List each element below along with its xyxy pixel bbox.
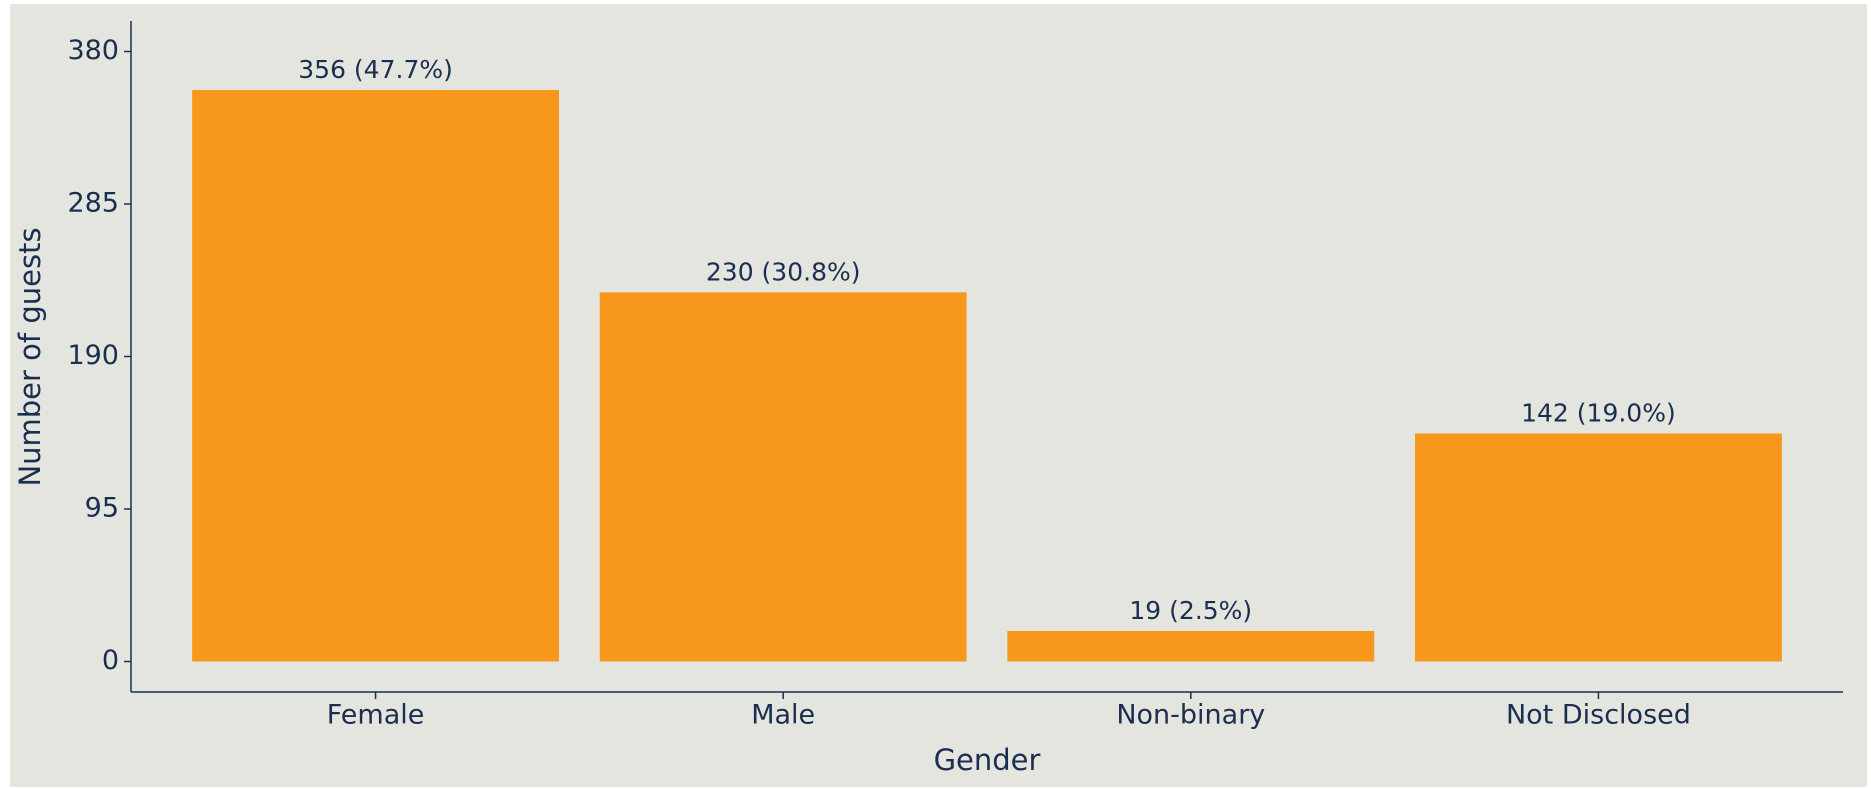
bar [1415,433,1782,662]
y-tick-label: 190 [67,340,119,371]
y-tick-label: 0 [102,645,119,676]
value-label: 142 (19.0%) [1521,399,1676,428]
y-tick-label: 285 [67,188,119,219]
bar [192,90,559,662]
x-tick-label: Not Disclosed [1506,700,1691,731]
x-axis-title: Gender [934,743,1041,777]
bar [599,292,967,662]
x-tick-label: Male [751,700,815,731]
value-label: 19 (2.5%) [1129,596,1252,625]
x-tick-label: Non-binary [1116,700,1265,731]
bar [1007,631,1375,662]
x-tick-label: Female [327,700,425,731]
y-tick-label: 95 [85,493,119,524]
value-label: 230 (30.8%) [706,257,861,286]
y-axis-title: Number of guests [13,227,47,486]
y-tick-label: 380 [67,35,119,66]
value-label: 356 (47.7%) [298,55,453,84]
